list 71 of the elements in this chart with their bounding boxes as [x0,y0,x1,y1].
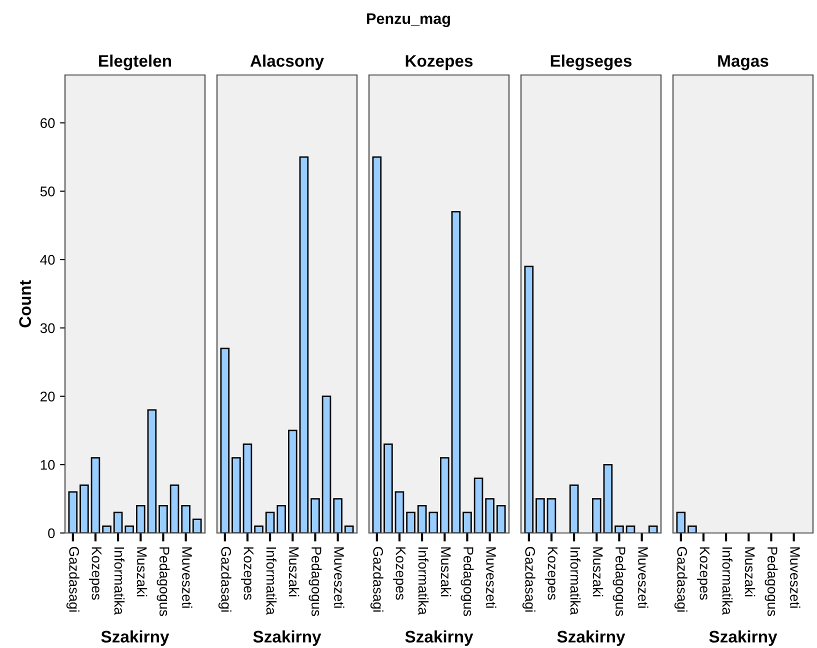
x-tick-label: Kozepes [241,547,254,600]
x-tick-label: Informatika [570,547,581,615]
x-tick-label: Muszaki [744,547,756,596]
x-tick-label: Pedagogus [156,547,170,616]
bar [124,525,134,533]
x-tick-label: Kozepes [393,547,406,600]
x-tick-label: Muszaki [136,547,148,596]
bar [80,484,89,533]
y-tick-label: 10 [40,460,55,470]
bar [147,409,157,533]
bar [603,464,613,533]
chart-title: Magas [718,55,768,70]
x-tick-label: Informatika [722,547,733,615]
y-tick-label: 0 [48,528,55,538]
x-tick-label: Muszaki [288,547,300,596]
x-tick-label: Muveszeti [638,547,648,608]
y-tick-label: 40 [40,254,55,265]
x-tick-label: Gazdasagi [522,546,536,612]
x-tick-label: Pedagogus [308,547,322,616]
x-axis-title: Szakirny [709,630,778,646]
x-tick-label: Gazdasagi [218,546,232,612]
y-axis-title: Count [19,280,31,328]
x-tick-label: Muszaki [440,547,452,596]
bar [536,498,545,533]
bar [254,525,264,533]
x-tick-label: Kozepes [89,547,102,600]
x-tick-label: Muveszeti [334,547,344,608]
bar [276,504,286,533]
x-tick-label: Gazdasagi [370,546,384,612]
bar [384,443,393,533]
y-tick-label: 50 [40,186,55,196]
y-tick-label: 60 [40,118,55,128]
chart-title: Alacsony [250,54,324,70]
x-tick-label: Informatika [266,547,277,615]
x-axis-title: Szakirny [253,630,322,646]
x-tick-label: Muszaki [592,547,604,596]
x-tick-label: Muveszeti [182,547,192,608]
bar [496,504,506,533]
bar [451,211,461,533]
x-tick-label: Pedagogus [460,547,474,616]
text: Penzu_mag [367,13,450,28]
y-tick-label: 20 [40,392,55,402]
bar [626,525,636,533]
bar [232,457,241,533]
x-tick-label: Informatika [418,547,429,615]
bar [299,156,309,533]
x-axis-title: Szakirny [101,630,170,646]
x-axis-title: Szakirny [405,630,474,646]
bar [406,512,416,533]
x-tick-label: Muveszeti [486,547,496,608]
x-tick-label: Pedagogus [764,547,778,616]
chart-title: Elegseges [550,54,632,70]
x-tick-label: Informatika [114,547,125,615]
bar [170,484,180,533]
x-tick-label: Kozepes [545,547,558,600]
bar [428,512,438,533]
bar [474,478,484,533]
chart-title: Elegtelen [99,54,172,70]
x-axis-title: Szakirny [557,630,626,646]
y-tick-label: 30 [40,323,55,334]
bar [344,525,354,533]
bar [648,525,658,533]
x-tick-label: Gazdasagi [66,546,80,612]
bar [102,525,112,533]
x-tick-label: Gazdasagi [674,546,688,612]
bar [322,396,332,533]
chart-title: Kozepes [406,55,473,70]
x-tick-label: Muveszeti [790,547,800,608]
x-tick-label: Kozepes [697,547,710,600]
bar [192,518,202,533]
x-tick-label: Pedagogus [612,547,626,616]
